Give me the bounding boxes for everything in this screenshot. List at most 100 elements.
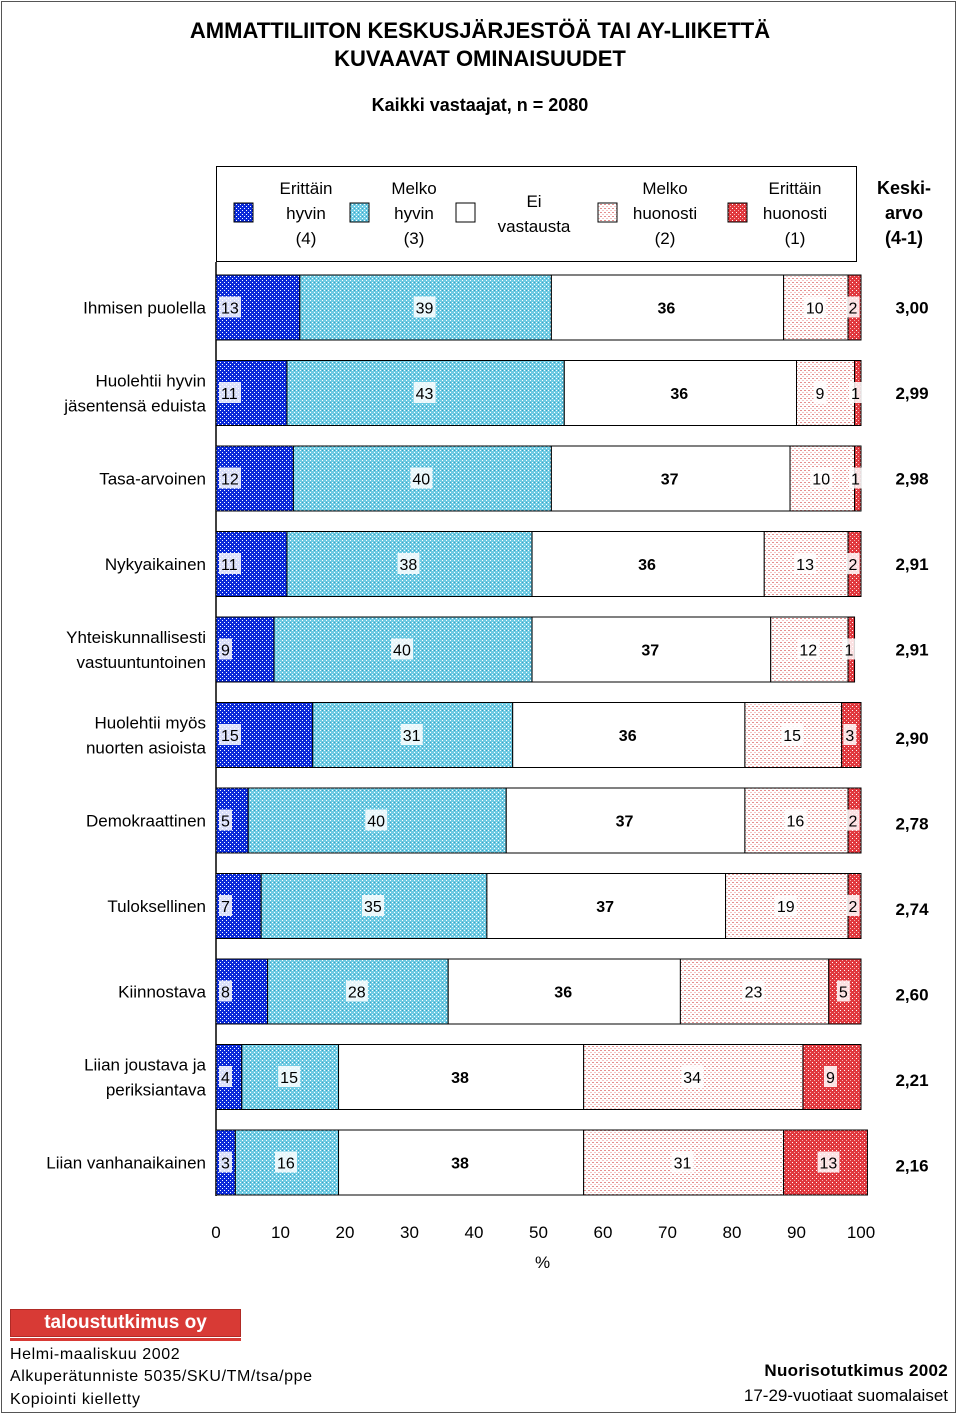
value-label-fairly-poor: 9 — [816, 386, 825, 403]
value-label-no-answer: 36 — [638, 557, 656, 574]
mean-value: 2,78 — [895, 815, 928, 834]
category-label-text: periksiantava — [106, 1081, 207, 1100]
value-label-bg — [655, 296, 678, 318]
category-label-text: Ihmisen puolella — [83, 299, 206, 318]
x-tick-label: 30 — [400, 1223, 419, 1242]
value-label-very-poor: 1 — [845, 643, 854, 660]
category-label-5: Huolehtii myös nuorten asioista — [86, 714, 207, 758]
value-label-very-poor: 2 — [849, 814, 858, 831]
mean-value: 2,21 — [895, 1071, 928, 1090]
value-label-fairly-good: 40 — [367, 814, 385, 831]
chart-title-line2: KUVAAVAT OMINAISUUDET — [334, 46, 626, 71]
value-label-fairly-good: 28 — [348, 985, 366, 1002]
value-label-bg — [391, 638, 414, 660]
value-label-bg — [836, 980, 850, 1002]
x-tick-label: 80 — [723, 1223, 742, 1242]
value-label-fairly-poor: 34 — [683, 1070, 701, 1087]
x-tick-label: 0 — [211, 1223, 220, 1242]
value-label-bg — [219, 1151, 232, 1173]
value-label-bg — [413, 382, 436, 403]
value-label-bg — [552, 980, 575, 1002]
value-label-no-answer: 37 — [616, 814, 634, 831]
value-label-bg — [219, 724, 241, 745]
value-label-very-good: 15 — [221, 728, 239, 745]
chart-title-line1: AMMATTILIITON KESKUSJÄRJESTÖÄ TAI AY-LII… — [189, 18, 771, 43]
value-label-bg — [639, 638, 662, 660]
value-label-bg — [636, 553, 659, 574]
value-label-fairly-good: 40 — [393, 643, 411, 660]
bar-segment-fairly-good — [267, 958, 449, 1025]
value-label-very-good: 12 — [221, 472, 239, 489]
category-label-4: Yhteiskunnallisesti vastuuntuntoinen — [66, 628, 206, 672]
value-label-very-good: 3 — [221, 1156, 230, 1173]
legend-very-poor-line3: (1) — [784, 229, 806, 248]
value-label-bg — [781, 724, 804, 745]
category-label-text: vastuuntuntoinen — [77, 653, 207, 672]
company-logo: taloustutkimus oy — [10, 1309, 241, 1337]
x-tick-label: 90 — [787, 1223, 806, 1242]
category-label-1: Huolehtii hyvin jäsentensä eduista — [63, 372, 206, 416]
value-label-very-poor: 2 — [849, 301, 858, 318]
value-label-bg — [742, 980, 765, 1002]
value-label-very-poor: 2 — [849, 557, 858, 574]
value-label-bg — [219, 553, 241, 574]
value-label-fairly-poor: 31 — [674, 1156, 692, 1173]
value-label-very-good: 9 — [221, 643, 230, 660]
mean-header-line3: (4-1) — [884, 228, 923, 248]
x-tick-label: 70 — [658, 1223, 677, 1242]
value-label-bg — [846, 895, 860, 916]
footer-source-id: Alkuperätunniste 5035/SKU/TM/tsa/ppe — [10, 1368, 313, 1385]
value-label-very-good: 5 — [221, 814, 230, 831]
value-label-bg — [613, 809, 636, 831]
mean-value: 2,60 — [895, 986, 928, 1005]
footer-population: 17-29-vuotiaat suomalaiset — [743, 1386, 948, 1405]
chart-subtitle: Kaikki vastaajat, n = 2080 — [371, 95, 589, 115]
bar-segment-fairly-good — [273, 616, 533, 683]
value-label-fairly-good: 38 — [400, 557, 418, 574]
value-label-very-good: 8 — [221, 985, 230, 1002]
category-label-text: Kiinnostava — [118, 983, 206, 1002]
value-label-fairly-good: 16 — [277, 1156, 295, 1173]
value-label-bg — [842, 638, 856, 660]
legend-very-poor-line2: huonosti — [762, 204, 828, 223]
value-label-bg — [219, 1066, 232, 1087]
value-label-bg — [449, 1066, 472, 1087]
mean-column-header: Keski- arvo (4-1) — [872, 176, 936, 251]
x-tick-label: 100 — [847, 1223, 875, 1242]
x-tick-label: 10 — [271, 1223, 290, 1242]
value-label-bg — [846, 296, 860, 318]
value-label-bg — [219, 809, 232, 831]
value-label-no-answer: 37 — [596, 899, 614, 916]
value-label-no-answer: 38 — [451, 1070, 469, 1087]
legend-label-very-good: Erittäin hyvin (4) — [268, 176, 344, 251]
value-label-fairly-good: 15 — [280, 1070, 298, 1087]
value-label-fairly-poor: 16 — [787, 814, 805, 831]
category-label-10: Liian vanhanaikainen — [46, 1154, 206, 1173]
value-label-very-good: 4 — [221, 1070, 230, 1087]
x-tick-label: 60 — [594, 1223, 613, 1242]
value-label-bg — [843, 724, 857, 745]
legend-fairly-good-line2: hyvin — [394, 204, 434, 223]
category-label-text: Huolehtii hyvin — [95, 372, 206, 391]
value-label-bg — [365, 809, 388, 831]
value-label-bg — [849, 467, 862, 489]
value-label-bg — [594, 895, 617, 916]
category-label-text: Liian vanhanaikainen — [46, 1154, 206, 1173]
value-label-very-good: 13 — [221, 301, 239, 318]
mean-value: 2,90 — [895, 729, 928, 748]
footer-study-name: Nuorisotutkimus 2002 — [764, 1361, 948, 1380]
legend-no-answer-line2: vastausta — [497, 217, 571, 236]
value-label-fairly-good: 40 — [412, 472, 430, 489]
value-label-bg — [397, 553, 420, 574]
value-label-bg — [846, 809, 860, 831]
legend-fairly-poor-line3: (2) — [654, 229, 676, 248]
value-label-bg — [400, 724, 423, 745]
value-label-bg — [413, 296, 436, 318]
value-label-bg — [219, 296, 241, 318]
legend-fairly-good-line1: Melko — [391, 179, 437, 198]
value-label-fairly-poor: 13 — [796, 557, 814, 574]
value-label-bg — [278, 1066, 301, 1087]
legend-very-poor-line1: Erittäin — [768, 179, 822, 198]
legend-label-fairly-poor: Melko huonosti (2) — [622, 176, 708, 251]
